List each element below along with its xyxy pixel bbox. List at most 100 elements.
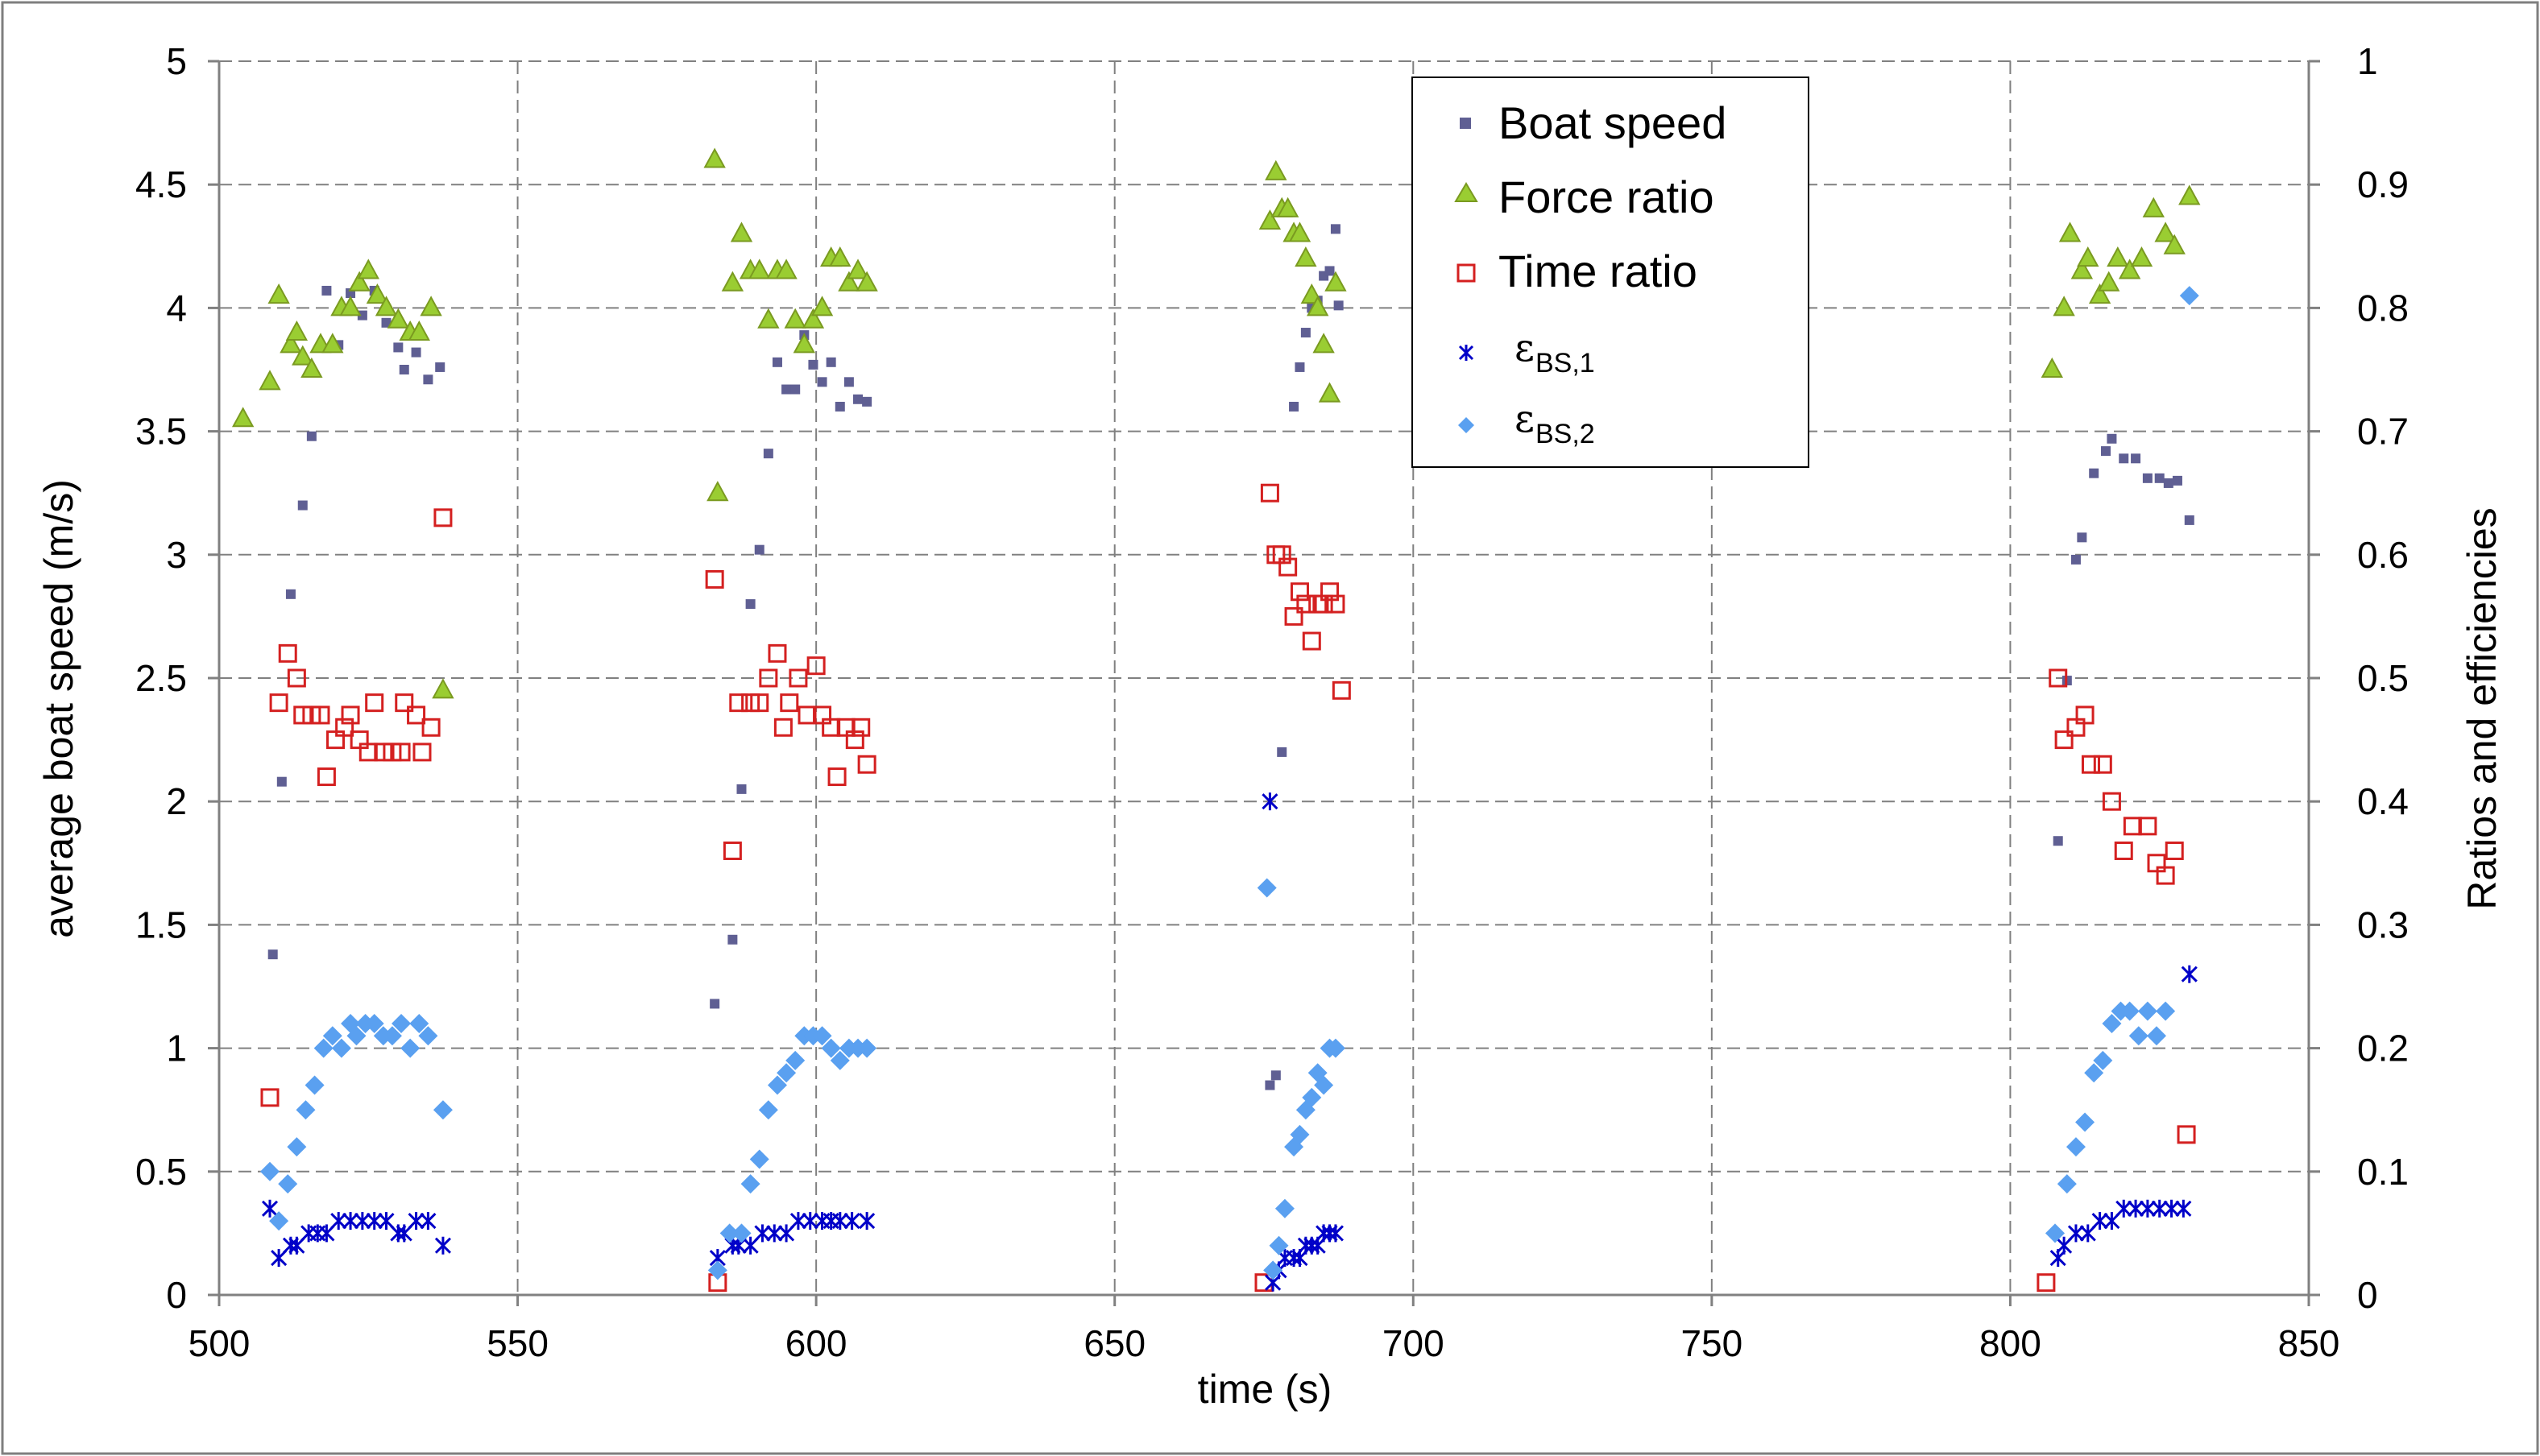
point-series-1: [1295, 362, 1305, 372]
point-series-1: [2053, 836, 2063, 846]
point-series-1: [2089, 468, 2099, 478]
point-series-1: [2119, 453, 2129, 464]
point-series-1: [2172, 475, 2182, 486]
y-tick-label: 5: [166, 40, 187, 82]
point-series-2: [856, 271, 878, 292]
point-series-3: [407, 705, 426, 725]
point-series-2: [339, 296, 362, 316]
point-series-5: [346, 1026, 367, 1046]
point-series-3: [2049, 668, 2068, 688]
point-series-5: [269, 1211, 289, 1231]
data-marks: [231, 147, 2201, 1293]
point-series-2: [285, 320, 309, 341]
point-series-1: [1324, 266, 1335, 276]
point-series-4: [2091, 1212, 2108, 1231]
point-series-3: [852, 718, 871, 737]
point-series-3: [317, 767, 336, 787]
point-series-4: [766, 1224, 783, 1243]
x-tick-label: 500: [189, 1322, 251, 1364]
point-series-5: [2179, 286, 2199, 306]
point-series-5: [2075, 1112, 2095, 1132]
point-series-3: [1302, 631, 1321, 651]
point-series-2: [1312, 333, 1335, 354]
point-series-5: [305, 1075, 325, 1095]
point-series-5: [2102, 1013, 2122, 1033]
point-series-2: [292, 345, 314, 366]
point-series-3: [1296, 594, 1316, 614]
y-tick-label: 4.5: [135, 163, 187, 205]
point-series-2: [2058, 221, 2082, 242]
y-tick-label: 1: [166, 1028, 187, 1069]
series-3: [260, 483, 2196, 1293]
point-series-1: [862, 396, 872, 407]
y-tick-label: 2.5: [135, 657, 187, 699]
point-series-4: [342, 1212, 359, 1231]
point-series-1: [1270, 1070, 1281, 1081]
legend-label-time-ratio: Time ratio: [1498, 246, 1697, 296]
y2-tick-label: 0.5: [2357, 657, 2409, 699]
point-series-2: [1276, 196, 1299, 217]
point-series-5: [331, 1038, 351, 1058]
legend-marker-time-ratio: [1456, 263, 1476, 283]
legend-marker-eps-bs1: [1458, 345, 1474, 361]
point-series-2: [432, 678, 454, 699]
point-series-1: [727, 934, 738, 945]
y2-tick-label: 0.7: [2357, 411, 2409, 453]
point-series-5: [707, 1260, 727, 1280]
y-tick-label: 0: [166, 1274, 187, 1316]
point-series-2: [2088, 283, 2111, 304]
point-series-5: [857, 1038, 877, 1058]
y-tick-label: 2: [166, 780, 187, 822]
point-series-5: [382, 1026, 402, 1046]
point-series-4: [2175, 1199, 2192, 1218]
y-axis-title: average boat speed (m/s): [36, 479, 81, 938]
x-tick-label: 600: [785, 1322, 847, 1364]
point-series-5: [2137, 1001, 2157, 1021]
point-series-3: [392, 742, 411, 762]
point-series-4: [288, 1236, 305, 1255]
point-series-1: [2131, 453, 2141, 464]
point-series-1: [297, 500, 308, 511]
point-series-3: [2138, 817, 2157, 836]
point-series-1: [808, 359, 818, 370]
point-series-1: [2163, 478, 2173, 488]
point-series-3: [857, 755, 876, 774]
point-series-5: [2045, 1223, 2066, 1243]
point-series-2: [2098, 271, 2120, 292]
point-series-5: [1290, 1124, 1310, 1144]
point-series-2: [1258, 209, 1282, 230]
point-series-3: [723, 841, 742, 860]
point-series-4: [2103, 1212, 2120, 1231]
point-series-3: [1290, 582, 1309, 602]
point-series-5: [392, 1013, 412, 1033]
y2-tick-label: 0.4: [2357, 780, 2409, 822]
point-series-1: [754, 544, 764, 555]
grid: [219, 60, 2309, 1295]
point-series-1: [2184, 515, 2194, 525]
point-series-1: [826, 357, 836, 367]
legend-marker-force-ratio: [1454, 182, 1478, 202]
point-series-3: [395, 693, 414, 713]
point-series-2: [1307, 296, 1329, 316]
legend-item-boat-speed: Boat speed: [1460, 97, 1726, 148]
point-series-3: [335, 718, 354, 737]
point-series-1: [790, 384, 801, 395]
point-series-2: [2070, 259, 2094, 279]
point-series-4: [2079, 1224, 2096, 1243]
point-series-3: [806, 656, 826, 676]
point-series-2: [357, 259, 379, 279]
point-series-2: [2142, 196, 2165, 217]
point-series-5: [1302, 1087, 1322, 1107]
point-series-2: [2053, 296, 2075, 316]
point-series-4: [802, 1212, 818, 1231]
point-series-2: [408, 320, 430, 341]
point-series-2: [757, 308, 780, 329]
point-series-2: [706, 481, 729, 502]
point-series-2: [259, 370, 281, 391]
point-series-4: [2067, 1224, 2085, 1243]
point-series-2: [2130, 246, 2153, 267]
axes: [208, 60, 2320, 1306]
point-series-3: [311, 705, 330, 725]
series-1: [267, 224, 2194, 1090]
point-series-5: [2119, 1001, 2140, 1021]
